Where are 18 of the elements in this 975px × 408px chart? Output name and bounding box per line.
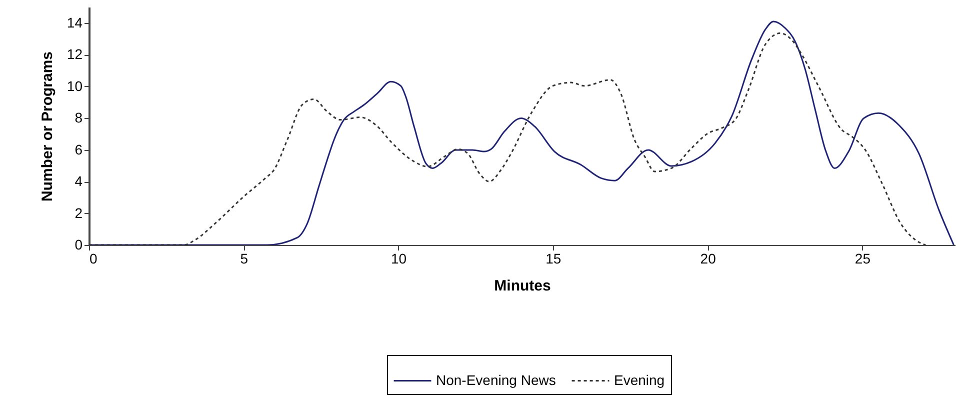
y-tick-label: 6: [74, 141, 83, 158]
y-tick-label: 4: [74, 173, 83, 190]
x-tick-label: 0: [90, 250, 98, 266]
y-tick-label: 0: [74, 236, 83, 252]
x-axis-title: Minutes: [494, 278, 551, 294]
x-tick-label: 5: [240, 250, 248, 266]
y-axis-title: Number or Programs: [38, 51, 56, 202]
y-tick-label: 8: [74, 110, 83, 126]
x-tick-label: 20: [700, 250, 716, 266]
x-tick-label: 25: [854, 250, 871, 266]
x-tick-label: 10: [390, 250, 407, 266]
legend-label: Non-Evening News: [436, 372, 556, 388]
legend-label: Evening: [614, 372, 665, 388]
y-tick-label: 14: [66, 14, 83, 30]
y-tick-label: 2: [74, 204, 83, 221]
x-tick-label: 15: [546, 250, 562, 266]
y-tick-label: 10: [66, 78, 83, 94]
y-tick-label: 12: [66, 46, 83, 62]
